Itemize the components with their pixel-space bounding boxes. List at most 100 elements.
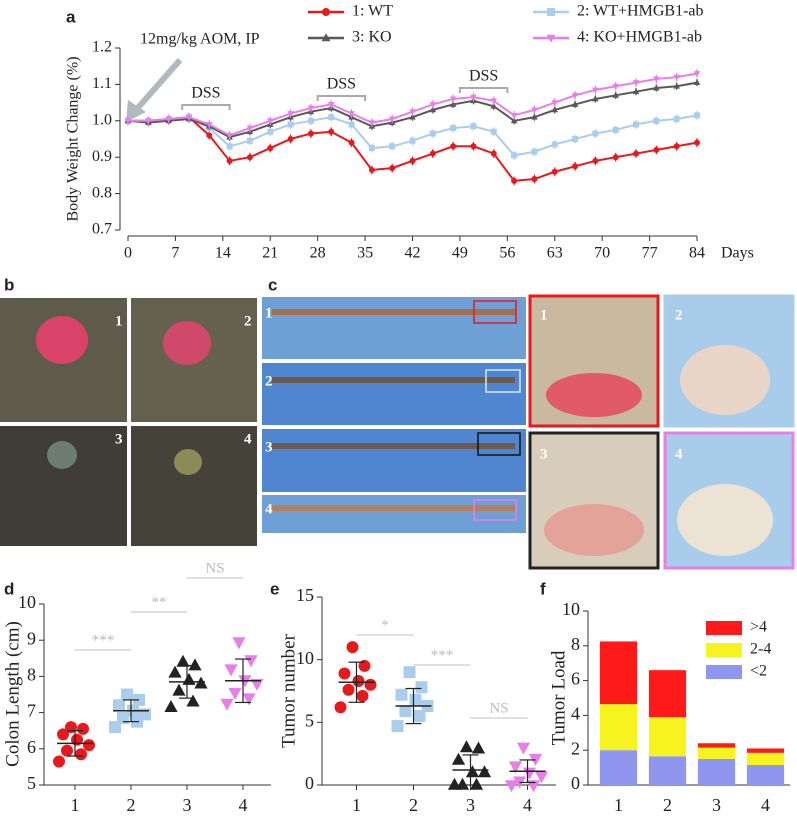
y-tick-label: 10 — [296, 648, 314, 668]
marker — [403, 666, 416, 679]
x-tick-label: 14 — [215, 245, 231, 262]
marker — [534, 771, 549, 784]
marker — [450, 143, 457, 150]
photo-detail — [174, 449, 202, 475]
y-tick-label: 0.9 — [92, 148, 112, 165]
marker — [364, 678, 377, 691]
marker — [451, 752, 466, 765]
marker — [164, 699, 178, 712]
marker — [531, 107, 538, 114]
y-tick-label: 4 — [571, 704, 580, 724]
marker — [471, 741, 486, 754]
marker — [612, 91, 620, 98]
marker — [470, 94, 477, 101]
x-tick-label: 77 — [642, 245, 658, 262]
marker — [429, 106, 437, 113]
y-tick-label: 1.1 — [92, 75, 112, 92]
marker — [673, 115, 680, 122]
photo-box — [485, 369, 521, 393]
marker — [242, 693, 256, 706]
marker — [571, 92, 579, 99]
marker — [653, 117, 660, 124]
y-axis-label: Tumor number — [278, 633, 299, 748]
mouse-photos: 1 2 3 4 — [0, 298, 257, 546]
bar-segment — [697, 743, 736, 748]
marker — [490, 128, 497, 135]
significance-label: * — [381, 617, 389, 633]
photo-label: 3 — [265, 439, 273, 455]
legend-label: 1: WT — [352, 3, 393, 20]
marker — [508, 761, 523, 774]
marker — [328, 114, 335, 121]
bar-segment — [599, 704, 638, 751]
x-tick-label: 2 — [127, 795, 136, 815]
marker — [409, 157, 416, 164]
x-tick-label: 3 — [466, 795, 475, 815]
y-tick-label: 15 — [296, 585, 314, 605]
annotation: DSS — [327, 76, 356, 93]
x-tick-label: 63 — [547, 245, 563, 262]
marker — [409, 109, 416, 116]
marker — [391, 720, 404, 733]
significance-label: *** — [92, 632, 115, 648]
marker — [348, 121, 355, 128]
panel-letter: f — [540, 579, 546, 598]
legend-swatch — [706, 621, 742, 635]
significance-label: NS — [205, 560, 224, 576]
marker — [449, 96, 457, 103]
marker — [246, 154, 253, 161]
photo-box — [477, 432, 521, 456]
marker — [477, 765, 492, 778]
marker — [511, 152, 518, 159]
x-tick-label: 4 — [523, 795, 532, 815]
marker — [226, 132, 233, 139]
colon-closeups: 1 2 3 4 — [528, 294, 795, 570]
marker — [328, 128, 335, 135]
photo-label: 2 — [675, 307, 683, 323]
x-tick-label: 1 — [71, 795, 80, 815]
photo-label: 1 — [540, 307, 548, 323]
y-tick-label: 1.2 — [92, 39, 112, 56]
marker — [368, 145, 375, 152]
legend-swatch — [706, 643, 742, 657]
marker — [389, 165, 396, 172]
photo-detail — [680, 345, 770, 415]
y-tick-label: 2 — [571, 738, 580, 758]
marker — [572, 163, 579, 170]
marker — [572, 136, 579, 142]
x-tick-label: 7 — [171, 245, 179, 262]
marker — [186, 694, 200, 707]
marker — [266, 118, 274, 125]
x-tick-label: 84 — [689, 245, 705, 262]
marker — [551, 106, 559, 113]
y-tick-label: 5 — [27, 773, 36, 793]
x-tick-label: 21 — [262, 245, 278, 262]
marker — [612, 83, 620, 90]
marker — [673, 74, 680, 81]
marker — [409, 693, 422, 706]
marker — [182, 672, 196, 685]
x-tick-label: 3 — [712, 795, 721, 815]
marker — [526, 780, 541, 793]
photo-label: 2 — [265, 373, 273, 389]
marker — [504, 780, 519, 793]
marker — [592, 157, 599, 164]
x-tick-label: 42 — [405, 245, 421, 262]
marker — [490, 98, 498, 105]
photo — [262, 363, 526, 425]
marker — [592, 130, 599, 137]
y-tick-label: 1.0 — [92, 111, 112, 128]
marker — [510, 112, 518, 119]
x-tick-label: 70 — [594, 245, 610, 262]
legend-marker — [321, 33, 331, 42]
panel-letter: d — [4, 579, 14, 598]
marker — [75, 748, 87, 761]
x-tick-label: 3 — [183, 795, 192, 815]
marker — [124, 118, 132, 125]
marker — [429, 102, 437, 109]
marker — [388, 116, 396, 123]
marker — [694, 112, 700, 119]
marker — [447, 777, 462, 790]
dss-bracket — [316, 95, 367, 101]
marker — [389, 143, 396, 150]
